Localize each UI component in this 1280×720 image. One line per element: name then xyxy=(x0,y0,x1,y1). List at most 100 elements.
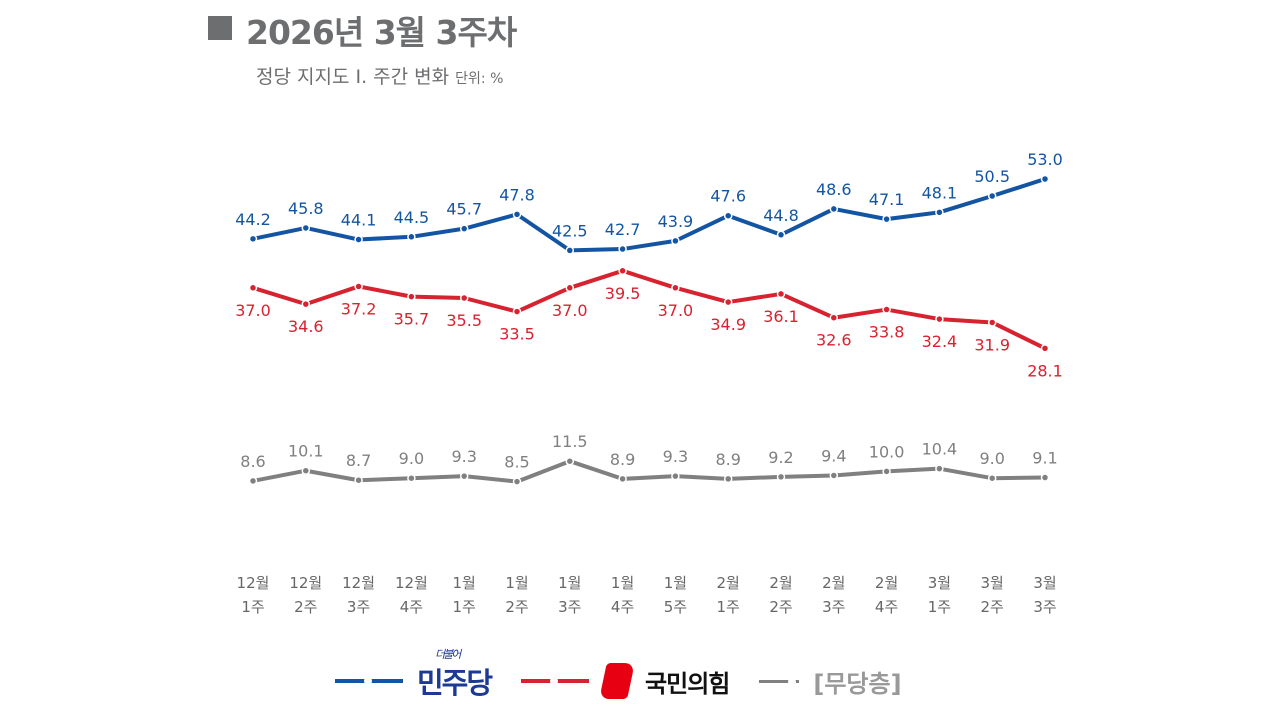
data-point xyxy=(512,210,522,219)
data-point xyxy=(671,471,680,481)
data-point xyxy=(829,204,839,214)
data-label: 33.8 xyxy=(869,323,905,342)
data-label: 47.8 xyxy=(499,185,535,204)
data-point xyxy=(248,234,258,244)
data-label: 28.1 xyxy=(1027,361,1063,380)
x-tick-label: 3월 2주 xyxy=(981,574,1004,616)
data-label: 10.1 xyxy=(288,442,324,461)
data-point xyxy=(723,297,733,307)
data-label: 37.0 xyxy=(658,301,694,320)
data-label: 37.2 xyxy=(341,299,377,318)
data-point xyxy=(671,283,680,293)
x-tick-label: 3월 3주 xyxy=(1033,574,1056,616)
data-label: 53.0 xyxy=(1027,150,1063,169)
x-tick-label: 1월 4주 xyxy=(611,574,634,616)
data-point xyxy=(618,266,627,276)
data-point xyxy=(301,223,311,233)
data-label: 35.7 xyxy=(394,310,430,329)
data-point xyxy=(512,307,522,316)
data-label: 10.4 xyxy=(922,440,958,459)
x-tick-label: 12월 4주 xyxy=(395,574,428,616)
legend-line-icon xyxy=(521,677,590,685)
x-tick-label: 12월 1주 xyxy=(237,574,270,616)
data-label: 32.4 xyxy=(922,332,958,351)
legend-line-icon xyxy=(759,677,800,686)
data-point xyxy=(723,474,733,484)
data-point xyxy=(1040,344,1050,353)
data-label: 47.6 xyxy=(710,187,746,206)
data-label: 36.1 xyxy=(763,307,799,326)
data-point xyxy=(407,232,416,242)
legend-item-ppp: 국민의힘 xyxy=(521,663,730,699)
data-label: 35.5 xyxy=(446,311,482,330)
data-point xyxy=(882,214,891,224)
series-line-1 xyxy=(252,268,1046,351)
data-point xyxy=(301,299,311,309)
data-point xyxy=(987,473,997,483)
data-point xyxy=(776,289,786,299)
square-bullet-icon xyxy=(208,16,232,40)
data-point xyxy=(829,313,839,322)
data-point xyxy=(935,314,944,324)
data-label: 8.7 xyxy=(346,451,371,470)
data-label: 8.9 xyxy=(610,450,635,469)
data-point xyxy=(354,235,363,244)
data-point xyxy=(882,305,891,314)
x-tick-label: 1월 3주 xyxy=(558,574,581,616)
data-label: 44.5 xyxy=(394,208,430,227)
data-point xyxy=(565,456,575,466)
x-tick-label: 2월 1주 xyxy=(717,574,740,616)
data-label: 44.2 xyxy=(235,210,271,229)
data-label: 44.8 xyxy=(763,206,799,225)
data-label: 37.0 xyxy=(552,301,588,320)
x-tick-label: 3월 1주 xyxy=(928,574,951,616)
data-label: 10.0 xyxy=(869,442,905,461)
independent-label: [무당층] xyxy=(813,669,902,698)
chart-title: 2026년 3월 3주차 xyxy=(208,6,517,54)
data-label: 9.1 xyxy=(1032,449,1057,468)
data-label: 9.3 xyxy=(663,447,688,466)
data-point xyxy=(459,293,469,303)
data-label: 48.6 xyxy=(816,180,852,199)
data-point xyxy=(776,472,786,482)
data-label: 47.1 xyxy=(869,190,905,209)
data-label: 48.1 xyxy=(922,183,958,202)
data-label: 11.5 xyxy=(552,432,588,451)
x-tick-label: 1월 1주 xyxy=(453,574,476,616)
data-point xyxy=(935,208,944,217)
data-point xyxy=(512,477,522,486)
chart-subtitle: 정당 지지도 Ⅰ. 주간 변화 단위: % xyxy=(256,62,503,89)
data-point xyxy=(459,224,469,233)
data-label: 43.9 xyxy=(658,212,694,231)
data-point xyxy=(723,211,733,220)
data-point xyxy=(1040,174,1050,184)
data-label: 37.0 xyxy=(235,301,271,320)
data-point xyxy=(935,464,944,473)
data-point xyxy=(248,283,258,293)
data-label: 8.6 xyxy=(240,452,265,471)
x-tick-label: 2월 4주 xyxy=(875,574,898,616)
series-line-2 xyxy=(252,459,1046,484)
data-label: 34.9 xyxy=(710,315,746,334)
data-point xyxy=(829,471,839,480)
legend-line-icon xyxy=(335,677,403,685)
data-label: 8.5 xyxy=(504,453,529,472)
data-label: 9.0 xyxy=(399,449,424,468)
data-label: 42.5 xyxy=(552,221,588,240)
data-point xyxy=(618,244,627,254)
data-label: 45.8 xyxy=(288,199,324,218)
data-point xyxy=(301,466,311,475)
data-point xyxy=(459,471,469,481)
data-label: 32.6 xyxy=(816,331,852,350)
ppp-logo-icon xyxy=(599,663,635,699)
data-point xyxy=(354,282,363,291)
series-line-0 xyxy=(252,177,1046,253)
data-label: 9.4 xyxy=(821,446,846,465)
legend-item-democratic: 더불어 민주당 xyxy=(335,648,493,702)
data-point xyxy=(987,318,997,327)
data-point xyxy=(776,230,786,240)
data-point xyxy=(882,467,891,476)
data-point xyxy=(671,236,680,246)
ppp-label: 국민의힘 xyxy=(645,669,730,698)
